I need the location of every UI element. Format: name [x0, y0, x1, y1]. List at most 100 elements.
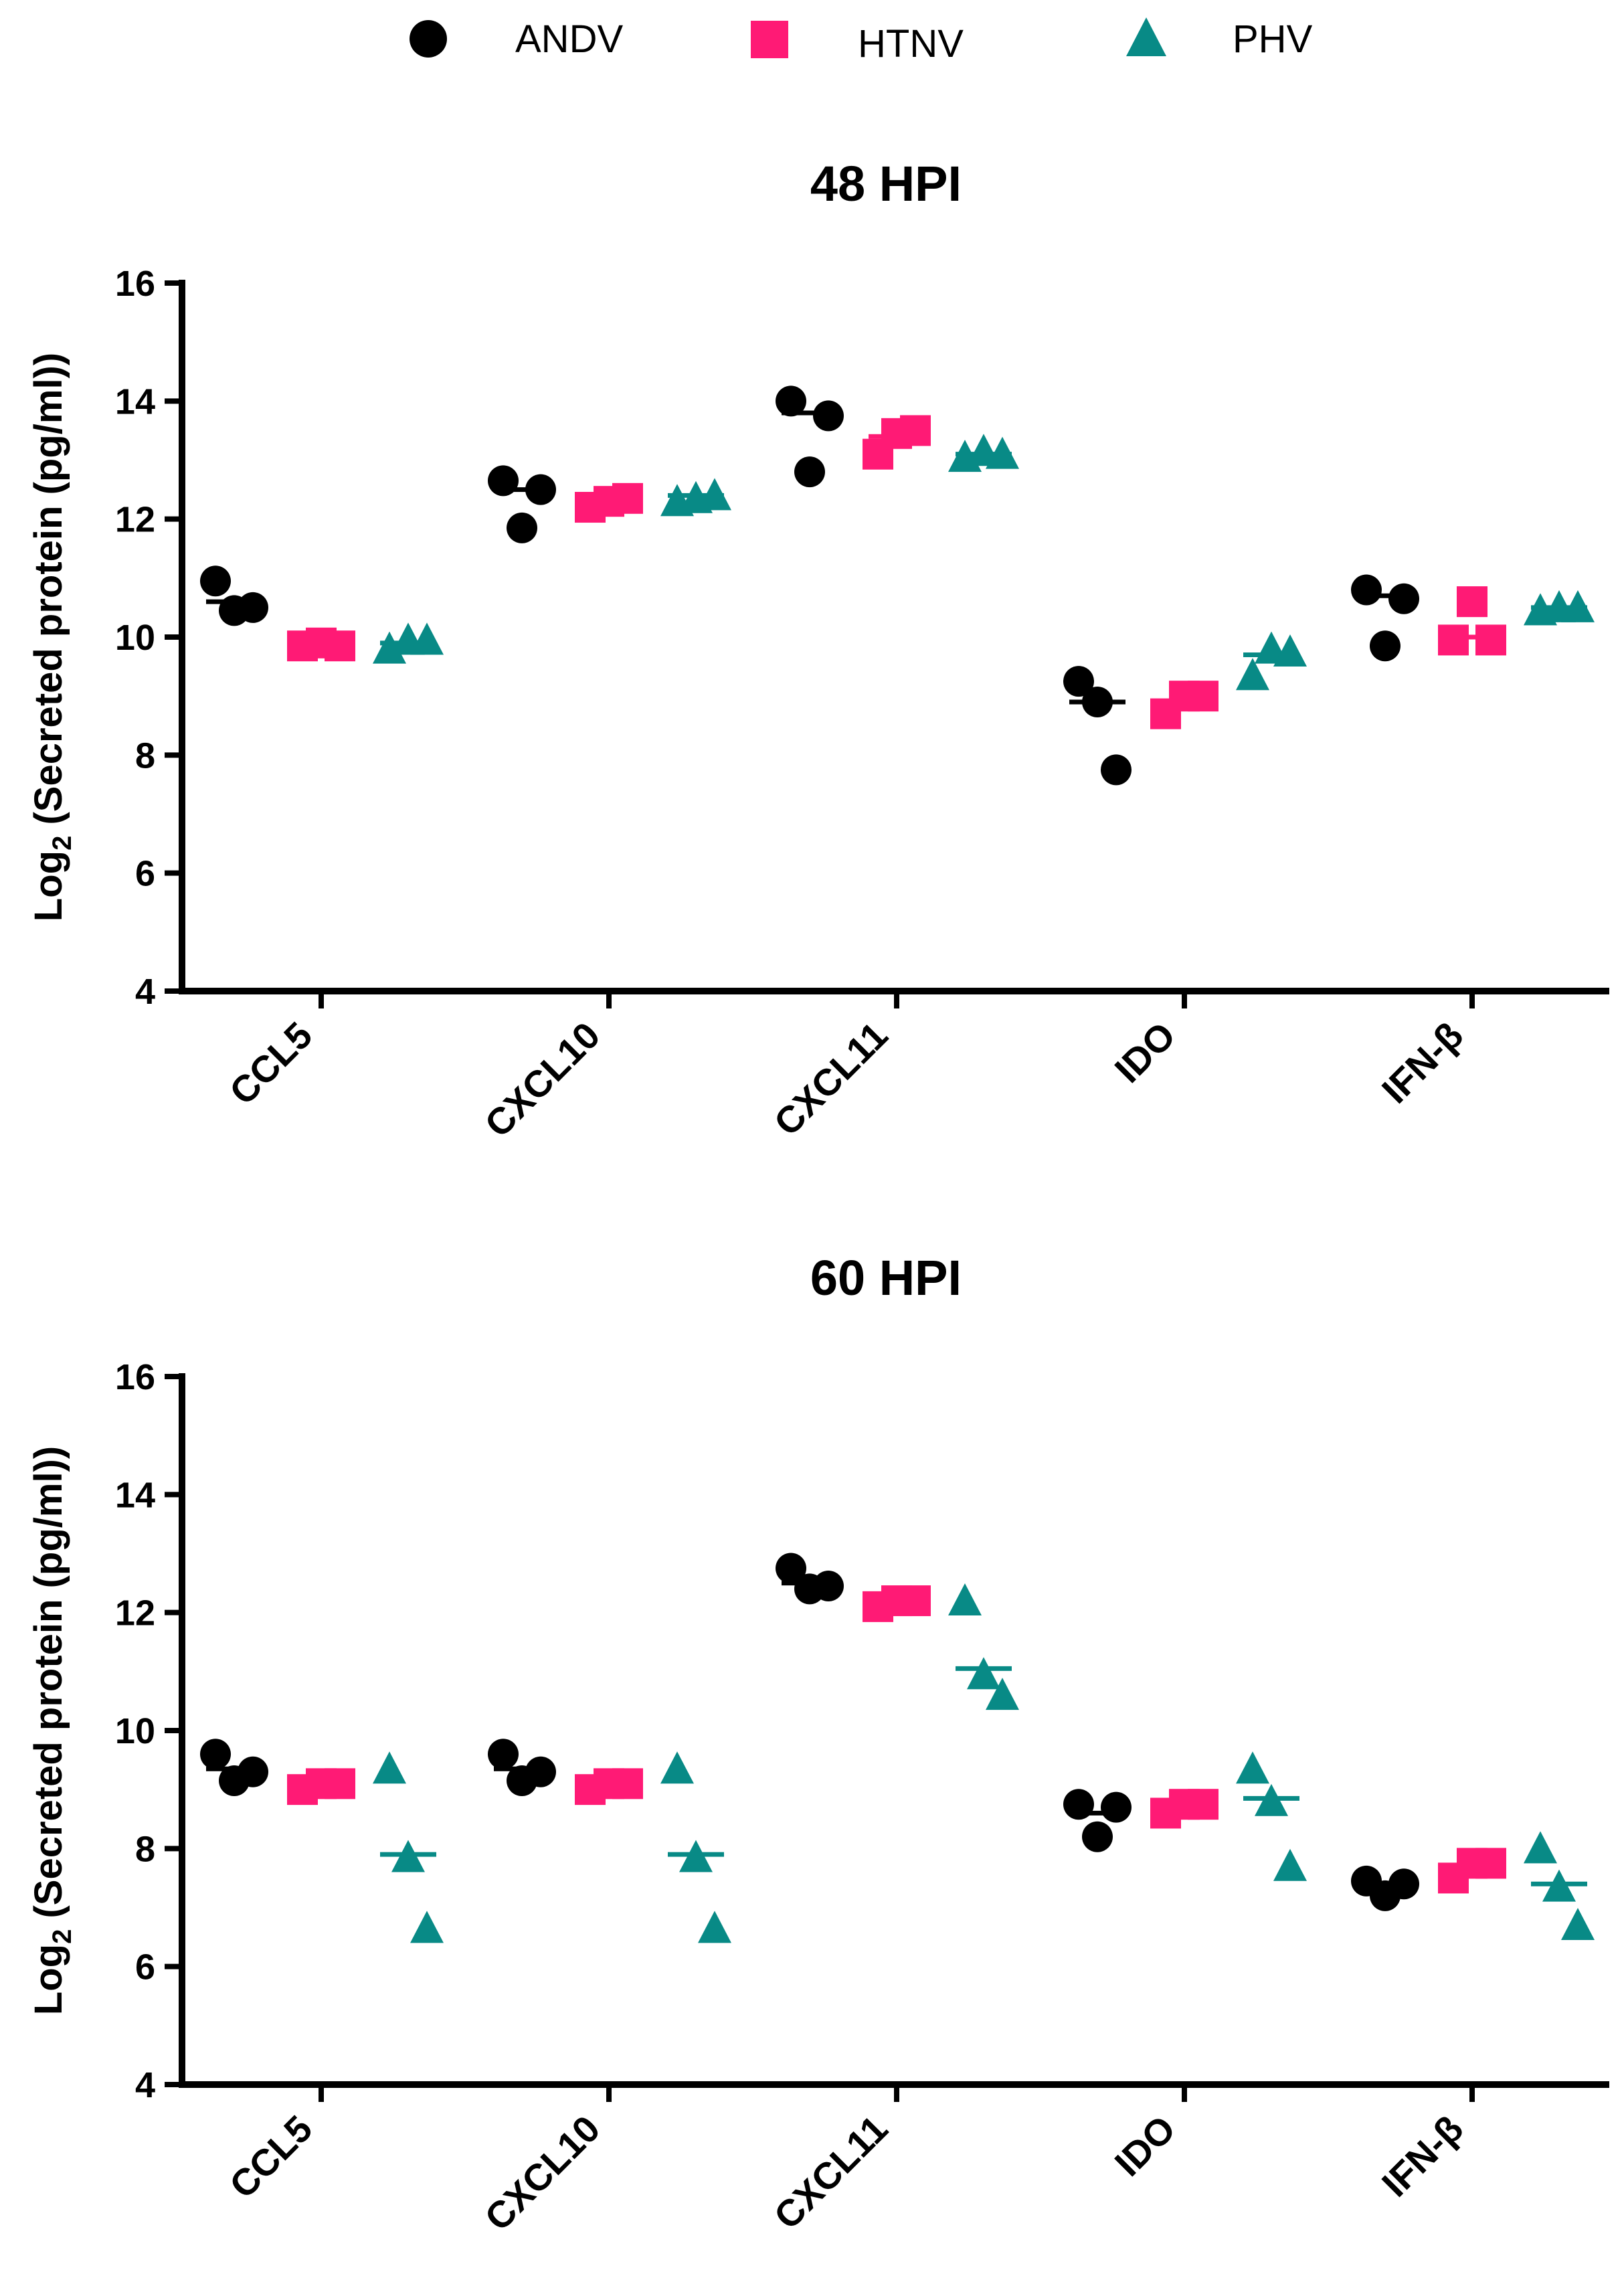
- data-point-andv: [1351, 574, 1382, 606]
- panel-title: 48 HPI: [810, 156, 962, 211]
- x-category-label: IDO: [1107, 2107, 1184, 2184]
- y-axis-title: Log2 (Secreted protein (pg/ml)): [27, 1446, 77, 2015]
- data-point-phv: [410, 622, 444, 655]
- legend-label-htnv: HTNV: [858, 22, 964, 66]
- data-point-phv: [698, 478, 731, 511]
- data-point-andv: [525, 474, 556, 505]
- x-category-label: IFN-β: [1374, 2107, 1471, 2205]
- legend-label-andv: ANDV: [515, 17, 623, 61]
- data-point-htnv: [612, 482, 643, 514]
- data-point-andv: [238, 592, 268, 623]
- data-point-phv: [660, 1751, 694, 1784]
- data-point-andv: [488, 1739, 519, 1770]
- data-point-andv: [200, 1739, 231, 1770]
- data-point-phv: [698, 1911, 731, 1943]
- data-point-phv: [967, 1657, 1000, 1690]
- data-point-andv: [1082, 686, 1113, 717]
- y-axis-title-part: Log: [27, 851, 70, 921]
- data-point-htnv: [1475, 624, 1506, 656]
- panel-title: 60 HPI: [810, 1250, 962, 1306]
- data-point-phv: [1273, 1848, 1307, 1881]
- x-category-label: CCL5: [221, 1014, 321, 1113]
- data-point-andv: [200, 565, 231, 597]
- data-point-htnv: [1457, 586, 1487, 618]
- y-tick-label: 14: [115, 381, 155, 422]
- y-axis-title-part: Log: [27, 1944, 70, 2015]
- legend: ANDV HTNV PHV: [410, 17, 1313, 66]
- data-point-htnv: [1188, 1789, 1219, 1820]
- y-tick-label: 8: [135, 1829, 155, 1869]
- y-tick-label: 10: [115, 1711, 155, 1751]
- data-point-phv: [1236, 1751, 1269, 1784]
- data-point-andv: [794, 456, 825, 488]
- x-category-label: CXCL11: [765, 2107, 895, 2237]
- data-point-andv: [1101, 1791, 1132, 1823]
- y-tick-label: 6: [135, 854, 155, 894]
- y-tick-label: 10: [115, 618, 155, 658]
- data-point-phv: [1561, 590, 1595, 622]
- x-category-label: IFN-β: [1374, 1014, 1471, 1112]
- y-axis-title-part: (Secreted protein (pg/ml)): [27, 1446, 70, 1929]
- y-tick-label: 6: [135, 1947, 155, 1988]
- data-point-phv: [391, 1840, 425, 1872]
- data-point-andv: [813, 1570, 844, 1601]
- data-point-andv: [525, 1756, 556, 1787]
- data-point-htnv: [1475, 1848, 1506, 1879]
- y-tick-label: 16: [115, 1357, 155, 1397]
- y-tick-label: 12: [115, 500, 155, 540]
- data-point-phv: [679, 1840, 713, 1872]
- legend-marker-phv: [1126, 17, 1166, 56]
- y-tick-label: 12: [115, 1593, 155, 1634]
- y-tick-label: 16: [115, 264, 155, 304]
- data-point-phv: [1236, 658, 1269, 691]
- data-point-htnv: [900, 1585, 931, 1617]
- data-point-andv: [1101, 754, 1132, 786]
- data-point-phv: [1524, 1831, 1557, 1864]
- data-point-phv: [948, 1583, 982, 1616]
- y-tick-label: 8: [135, 735, 155, 776]
- data-point-andv: [1388, 1868, 1419, 1900]
- data-point-htnv: [325, 1768, 355, 1799]
- x-category-label: IDO: [1107, 1014, 1184, 1091]
- y-axis-title-part: (Secreted protein (pg/ml)): [27, 353, 70, 836]
- y-axis-title: Log2 (Secreted protein (pg/ml)): [27, 353, 77, 921]
- data-point-andv: [488, 465, 519, 497]
- y-axis-title-sub: 2: [48, 1929, 77, 1944]
- legend-marker-andv: [410, 20, 447, 58]
- data-point-htnv: [612, 1768, 643, 1799]
- data-point-phv: [410, 1911, 444, 1943]
- data-point-htnv: [325, 630, 355, 662]
- panel-48hpi: 48 HPI 4 6 8 10 12 14 16 Log2 (Secreted protein…: [27, 156, 1609, 1145]
- data-point-phv: [986, 1678, 1019, 1710]
- y-axis-title-sub: 2: [48, 836, 77, 851]
- legend-label-phv: PHV: [1233, 17, 1313, 61]
- data-point-andv: [1063, 1789, 1094, 1820]
- x-category-label: CXCL11: [765, 1014, 895, 1144]
- data-point-andv: [507, 512, 537, 543]
- data-point-htnv: [1188, 681, 1219, 712]
- data-point-andv: [1370, 630, 1401, 662]
- data-point-andv: [776, 1553, 806, 1584]
- legend-marker-htnv: [751, 21, 788, 58]
- data-point-andv: [1082, 1821, 1113, 1852]
- y-tick-label: 14: [115, 1475, 155, 1515]
- data-point-phv: [1273, 634, 1307, 667]
- data-point-andv: [813, 400, 844, 432]
- data-point-phv: [1255, 1783, 1288, 1816]
- data-point-andv: [238, 1756, 268, 1787]
- y-tick-label: 4: [135, 2065, 155, 2105]
- y-tick-label: 4: [135, 972, 155, 1012]
- data-point-htnv: [1438, 624, 1469, 656]
- data-point-andv: [1388, 583, 1419, 614]
- data-point-phv: [373, 1751, 406, 1784]
- panel-60hpi: 60 HPI 4 6 8 10 12 14 16 Log2 (Secreted protein…: [27, 1250, 1609, 2238]
- data-point-andv: [1063, 666, 1094, 697]
- x-category-label: CXCL10: [476, 2107, 608, 2238]
- x-category-label: CCL5: [221, 2107, 321, 2206]
- data-point-phv: [986, 436, 1019, 469]
- data-point-htnv: [900, 415, 931, 446]
- x-category-label: CXCL10: [476, 1014, 608, 1145]
- data-point-phv: [373, 631, 406, 664]
- data-point-phv: [1561, 1907, 1595, 1940]
